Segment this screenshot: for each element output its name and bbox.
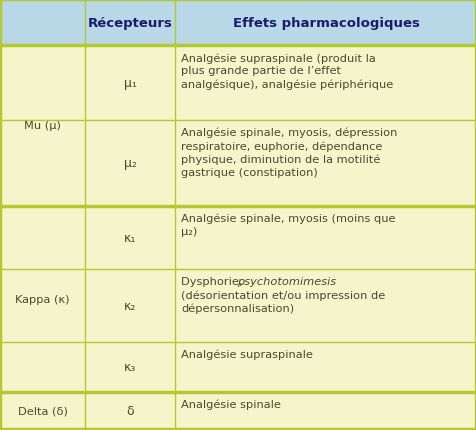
Text: Kappa (κ): Kappa (κ) — [15, 294, 69, 304]
Text: κ₂: κ₂ — [124, 299, 136, 312]
Text: Mu (μ): Mu (μ) — [24, 121, 61, 131]
Text: psychotomimesis: psychotomimesis — [237, 276, 336, 286]
Text: analgésique), analgésie périphérique: analgésique), analgésie périphérique — [180, 80, 392, 90]
Text: Dysphorie,: Dysphorie, — [180, 276, 246, 286]
Text: plus grande partie de l’effet: plus grande partie de l’effet — [180, 66, 340, 76]
Text: respiratoire, euphorie, dépendance: respiratoire, euphorie, dépendance — [180, 141, 382, 152]
Text: δ: δ — [126, 405, 134, 418]
Text: dépersonnalisation): dépersonnalisation) — [180, 303, 294, 314]
Text: Effets pharmacologiques: Effets pharmacologiques — [232, 16, 418, 29]
Text: μ₂: μ₂ — [123, 157, 136, 170]
Text: gastrique (constipation): gastrique (constipation) — [180, 168, 317, 178]
Text: Delta (δ): Delta (δ) — [18, 406, 67, 416]
Text: Récepteurs: Récepteurs — [88, 16, 172, 29]
Text: Analgésie spinale, myosis (moins que: Analgésie spinale, myosis (moins que — [180, 214, 395, 224]
Text: (désorientation et/ou impression de: (désorientation et/ou impression de — [180, 290, 385, 300]
Text: physique, diminution de la motilité: physique, diminution de la motilité — [180, 155, 379, 165]
Text: κ₁: κ₁ — [124, 231, 136, 244]
Bar — [0, 0, 476, 46]
Text: κ₃: κ₃ — [124, 361, 136, 374]
Text: Analgésie spinale, myosis, dépression: Analgésie spinale, myosis, dépression — [180, 128, 397, 138]
Text: Analgésie supraspinale: Analgésie supraspinale — [180, 349, 312, 359]
Text: Analgésie spinale: Analgésie spinale — [180, 399, 280, 409]
Text: μ₁: μ₁ — [123, 77, 136, 90]
Text: Analgésie supraspinale (produit la: Analgésie supraspinale (produit la — [180, 53, 375, 63]
Text: μ₂): μ₂) — [180, 227, 197, 237]
